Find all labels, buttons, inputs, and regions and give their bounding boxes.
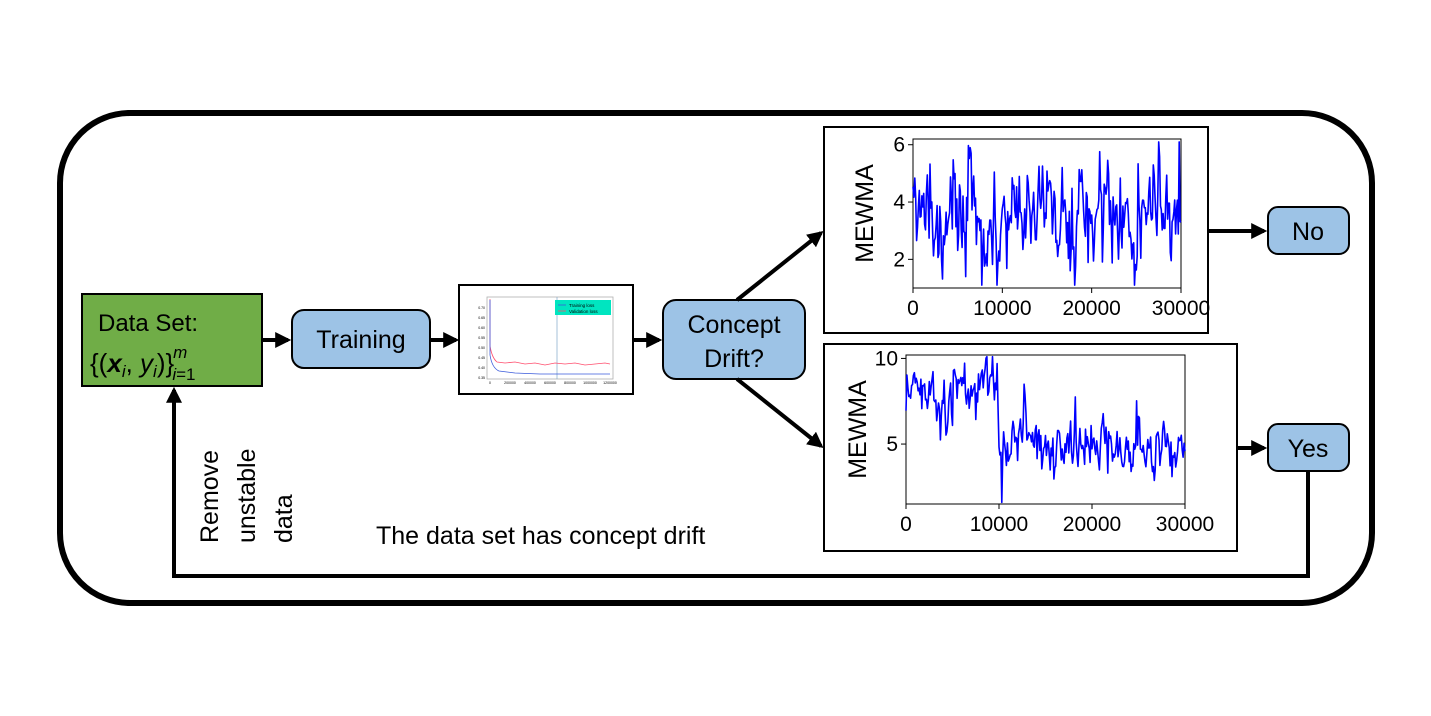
thumb-legend <box>555 300 611 315</box>
thumb-legend-training: Training loss <box>569 303 595 308</box>
x-tick-label: 10000 <box>970 513 1028 536</box>
dataset-box: Data Set: {(xi, yi)}m i=1 <box>81 293 263 387</box>
y-tick-label: 4 <box>893 191 905 214</box>
thumb-y-tick-label: 0.50 <box>478 346 485 350</box>
x-tick-label: 20000 <box>1062 297 1120 320</box>
mewma-series-line <box>912 141 1182 286</box>
thumb-x-tick-label: 0 <box>489 381 491 385</box>
thumb-y-tick-label: 0.40 <box>478 366 485 370</box>
thumb-x-tick-label: 800000 <box>564 381 576 385</box>
y-axis-label: MEWMA <box>844 380 872 479</box>
mewma-series-line <box>905 355 1186 504</box>
thumb-y-ticks: 0.70 0.65 0.60 0.55 0.50 0.45 0.40 0.35 <box>478 306 485 380</box>
thumb-y-tick-label: 0.35 <box>478 376 485 380</box>
feedback-label: Remove unstable data <box>196 442 298 543</box>
training-label: Training <box>316 326 405 354</box>
outer-frame <box>57 110 1375 606</box>
arrow-drift-to-top-chart <box>735 231 824 302</box>
arrow-drift-to-bottom-chart <box>735 377 824 448</box>
feedback-loop-arrow <box>166 386 1310 578</box>
x-tick-label: 30000 <box>1156 513 1214 536</box>
caption: The data set has concept drift <box>376 522 705 550</box>
bottom-chart-panel <box>823 343 1238 552</box>
x-tick-label: 30000 <box>1152 297 1210 320</box>
y-tick-label: 5 <box>886 433 898 456</box>
y-tick-label: 10 <box>875 347 898 370</box>
thumb-y-tick-label: 0.65 <box>478 316 485 320</box>
thumb-x-tick-label: 1000000 <box>583 381 597 385</box>
thumb-x-tick-label: 200000 <box>504 381 516 385</box>
training-loss-curve <box>489 300 610 375</box>
x-tick-label: 0 <box>907 297 919 320</box>
no-box <box>1267 206 1350 255</box>
dataset-title: Data Set: <box>98 310 198 337</box>
dataset-formula: {(xi, yi)}m i=1 <box>90 343 196 384</box>
yes-label: Yes <box>1288 435 1329 463</box>
thumb-x-tick-label: 1200000 <box>603 381 617 385</box>
loss-curve-thumbnail: 0.70 0.65 0.60 0.55 0.50 0.45 0.40 0.35 0 200000… <box>458 284 634 395</box>
concept-drift-box <box>662 299 806 380</box>
feedback-label-line2: unstable <box>233 448 261 543</box>
y-tick-label: 2 <box>893 248 905 271</box>
feedback-label-line1: Remove <box>196 450 224 543</box>
concept-drift-line1: Concept <box>687 311 780 339</box>
mewma-chart-no-drift: 0 10000 20000 30000 2 4 6 MEWMA <box>851 134 1210 320</box>
concept-drift-line2: Drift? <box>704 345 764 373</box>
thumb-y-tick-label: 0.60 <box>478 326 485 330</box>
y-tick-label: 6 <box>893 134 905 157</box>
thumb-y-tick-label: 0.70 <box>478 306 485 310</box>
thumb-x-tick-label: 600000 <box>544 381 556 385</box>
thumb-legend-validation: Validation loss <box>569 309 598 314</box>
validation-loss-curve <box>489 299 611 366</box>
plot-area <box>905 354 1186 505</box>
x-tick-label: 0 <box>900 513 912 536</box>
thumb-y-tick-label: 0.55 <box>478 336 485 340</box>
thumb-y-tick-label: 0.45 <box>478 356 485 360</box>
feedback-label-line3: data <box>270 494 298 543</box>
no-label: No <box>1292 218 1324 246</box>
top-chart-panel <box>823 126 1209 334</box>
x-tick-label: 10000 <box>973 297 1031 320</box>
y-axis-label: MEWMA <box>851 164 879 263</box>
thumb-x-ticks: 0 200000 400000 600000 800000 1000000 1200000 <box>489 381 617 385</box>
plot-area <box>912 138 1182 289</box>
x-tick-label: 20000 <box>1063 513 1121 536</box>
thumb-x-tick-label: 400000 <box>524 381 536 385</box>
